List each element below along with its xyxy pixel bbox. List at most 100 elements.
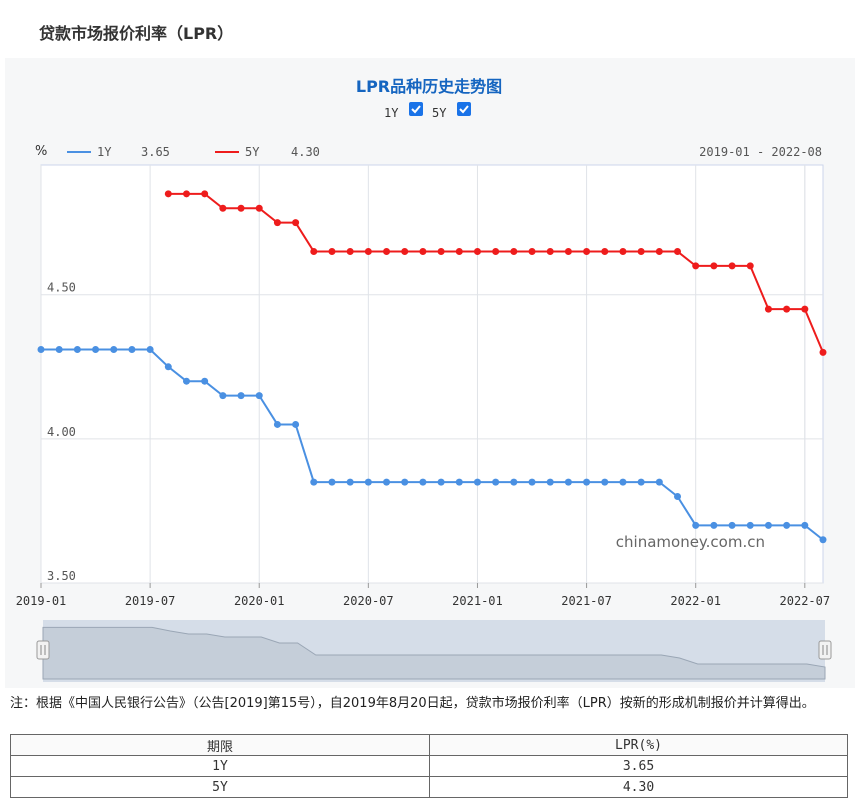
date-range: 2019-01 - 2022-08: [699, 145, 822, 159]
navigator-handle-left[interactable]: [36, 640, 50, 660]
toggle-1y[interactable]: 1Y: [384, 102, 423, 120]
data-point-5y: [637, 247, 645, 255]
x-tick-label: 2022-07: [780, 594, 831, 608]
data-point-1y: [473, 478, 481, 486]
data-point-5y: [346, 247, 354, 255]
lpr-table: 期限 LPR(%) 1Y 3.65 5Y 4.30: [10, 734, 848, 798]
check-icon: [411, 105, 421, 114]
table-row: 5Y 4.30: [10, 776, 848, 798]
data-point-1y: [692, 521, 700, 529]
table-cell-rate: 4.30: [429, 776, 848, 798]
data-point-5y: [437, 247, 445, 255]
chart-panel: LPR品种历史走势图 1Y 5Y % 1Y 3.65 5Y 4.30 2019-…: [5, 58, 855, 688]
data-point-1y: [92, 345, 100, 353]
data-point-5y: [455, 247, 463, 255]
table-cell-rate: 3.65: [429, 755, 848, 777]
data-point-1y: [419, 478, 427, 486]
x-tick-label: 2019-01: [16, 594, 67, 608]
toggle-5y[interactable]: 5Y: [432, 102, 471, 120]
legend-5y-name: 5Y: [245, 145, 260, 159]
table-cell-term: 5Y: [10, 776, 430, 798]
data-point-5y: [182, 190, 190, 198]
data-point-1y: [310, 478, 318, 486]
data-point-5y: [746, 262, 754, 270]
data-point-1y: [637, 478, 645, 486]
data-point-1y: [237, 392, 245, 400]
data-point-1y: [728, 521, 736, 529]
data-point-5y: [292, 219, 300, 227]
data-point-1y: [37, 345, 45, 353]
data-point-5y: [473, 247, 481, 255]
data-point-5y: [419, 247, 427, 255]
data-point-5y: [546, 247, 554, 255]
data-point-1y: [255, 392, 263, 400]
data-point-1y: [455, 478, 463, 486]
plot-area: [40, 164, 824, 584]
data-point-5y: [164, 190, 172, 198]
data-point-1y: [73, 345, 81, 353]
data-point-1y: [510, 478, 518, 486]
legend-5y-value: 4.30: [291, 145, 320, 159]
x-tick-label: 2022-01: [670, 594, 721, 608]
data-point-5y: [328, 247, 336, 255]
data-point-1y: [492, 478, 500, 486]
data-point-5y: [310, 247, 318, 255]
lpr-chart: LPR品种历史走势图 1Y 5Y % 1Y 3.65 5Y 4.30 2019-…: [16, 77, 832, 682]
data-point-5y: [819, 348, 827, 356]
data-point-1y: [292, 420, 300, 428]
data-point-1y: [764, 521, 772, 529]
data-point-5y: [219, 204, 227, 212]
series-line-1y: [41, 348, 824, 541]
table-header-row: 期限 LPR(%): [10, 734, 848, 756]
x-tick-label: 2020-01: [234, 594, 285, 608]
data-point-5y: [237, 204, 245, 212]
table-cell-term: 1Y: [10, 755, 430, 777]
data-point-1y: [710, 521, 718, 529]
data-point-1y: [110, 345, 118, 353]
data-point-1y: [201, 377, 209, 385]
data-point-1y: [819, 536, 827, 544]
check-icon: [459, 105, 469, 114]
data-point-1y: [364, 478, 372, 486]
data-point-5y: [710, 262, 718, 270]
data-point-5y: [383, 247, 391, 255]
data-point-1y: [583, 478, 591, 486]
toggle-5y-checkbox[interactable]: [457, 102, 471, 116]
data-point-1y: [801, 521, 809, 529]
data-point-5y: [728, 262, 736, 270]
data-point-1y: [546, 478, 554, 486]
data-point-5y: [273, 219, 281, 227]
legend-5y[interactable]: 5Y 4.30: [215, 145, 320, 159]
y-axis-unit: %: [35, 144, 47, 159]
data-point-5y: [692, 262, 700, 270]
chart-title: LPR品种历史走势图: [356, 77, 502, 96]
data-point-5y: [564, 247, 572, 255]
toggle-5y-label: 5Y: [432, 106, 447, 120]
data-point-5y: [783, 305, 791, 313]
data-point-1y: [564, 478, 572, 486]
table-row: 1Y 3.65: [10, 755, 848, 777]
data-point-5y: [655, 247, 663, 255]
data-point-1y: [346, 478, 354, 486]
data-point-5y: [255, 204, 263, 212]
navigator-handle-right[interactable]: [818, 640, 832, 660]
data-point-1y: [437, 478, 445, 486]
navigator-area: [42, 626, 826, 680]
legend-1y[interactable]: 1Y 3.65: [67, 145, 170, 159]
data-point-5y: [510, 247, 518, 255]
range-navigator[interactable]: [36, 620, 832, 682]
data-point-1y: [164, 363, 172, 371]
data-point-1y: [783, 521, 791, 529]
x-tick-label: 2019-07: [125, 594, 176, 608]
toggle-1y-checkbox[interactable]: [409, 102, 423, 116]
footnote: 注：根据《中国人民银行公告》（公告[2019]第15号），自2019年8月20日…: [10, 696, 815, 711]
data-point-5y: [601, 247, 609, 255]
data-point-1y: [746, 521, 754, 529]
page-title: 贷款市场报价利率（LPR）: [39, 24, 234, 43]
legend-1y-value: 3.65: [141, 145, 170, 159]
legend-1y-name: 1Y: [97, 145, 112, 159]
data-point-1y: [601, 478, 609, 486]
data-point-5y: [492, 247, 500, 255]
data-point-5y: [401, 247, 409, 255]
data-point-1y: [55, 345, 63, 353]
